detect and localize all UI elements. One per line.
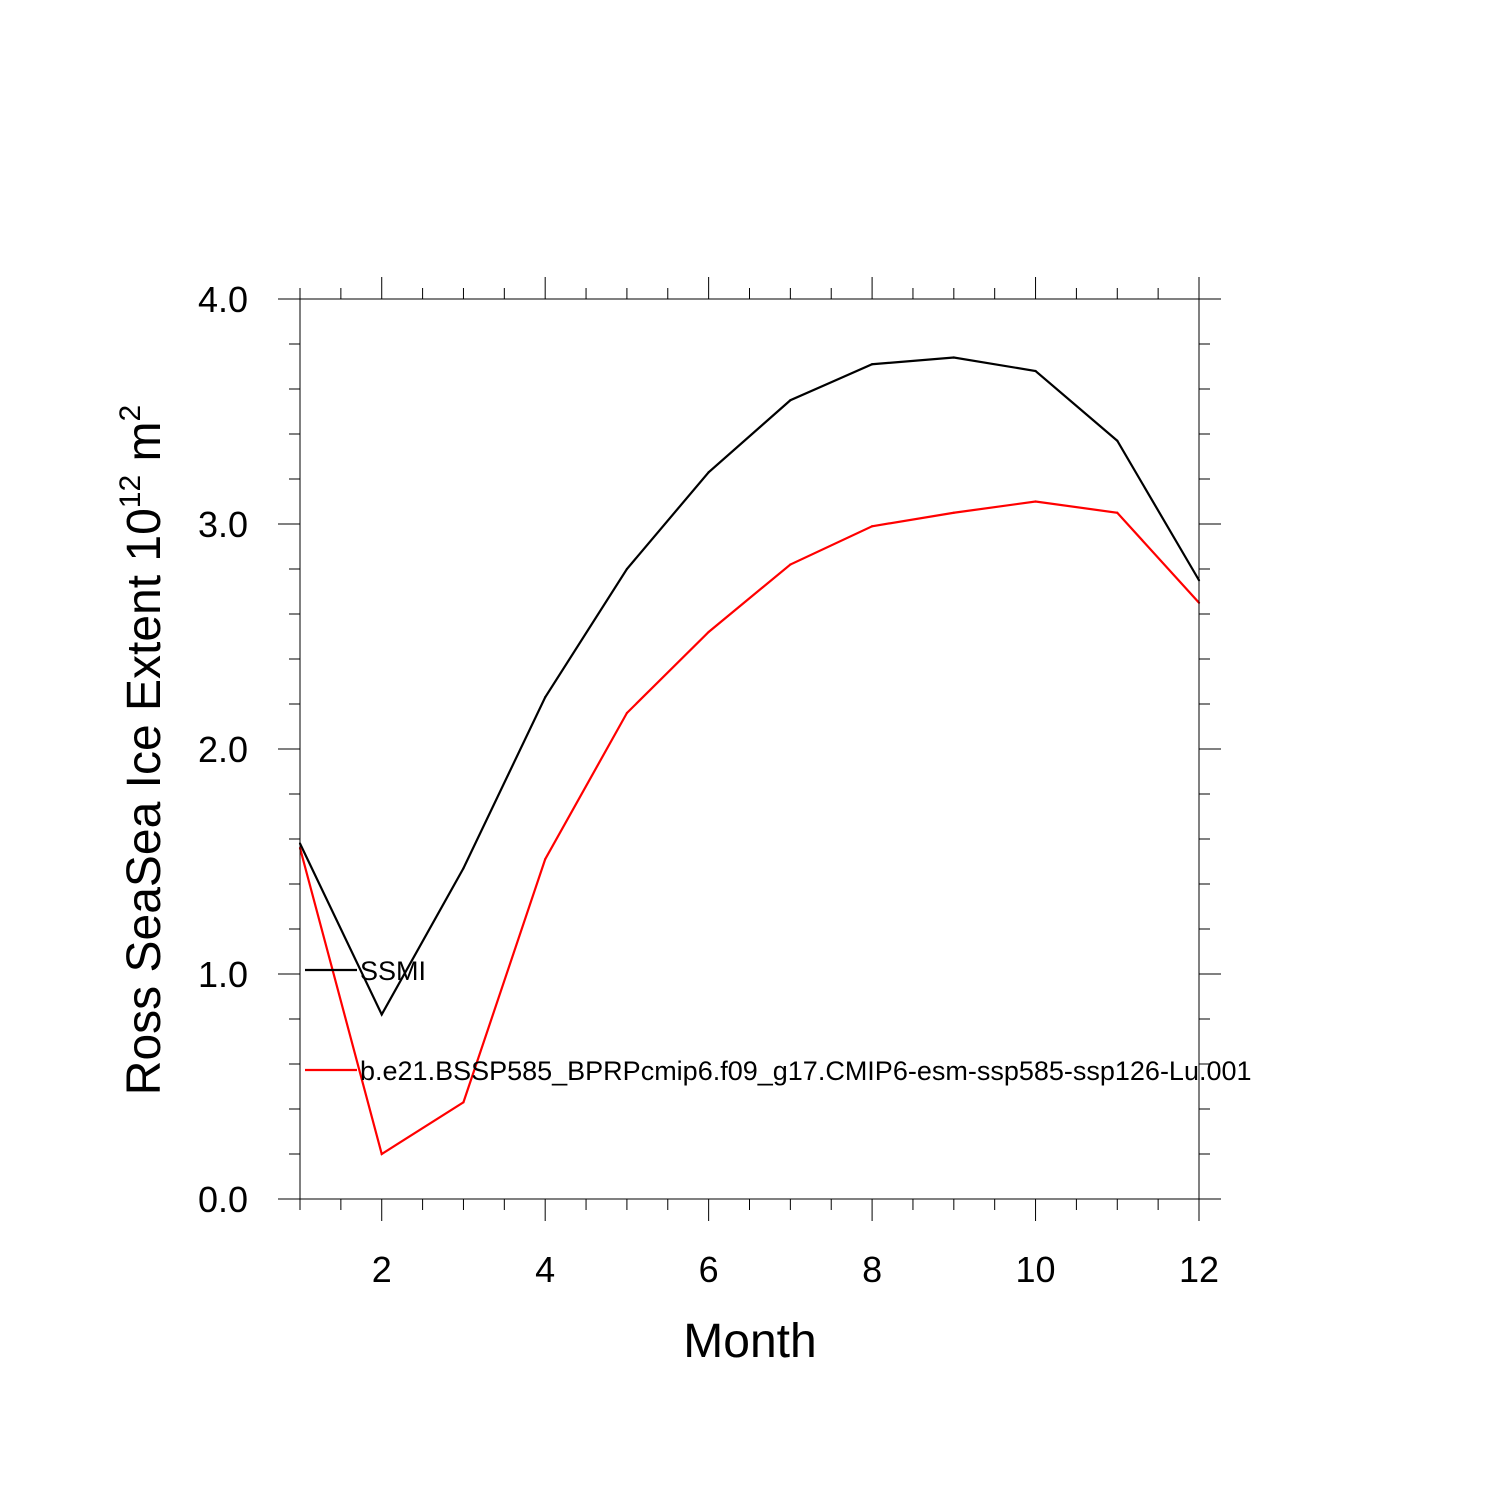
series-1-point <box>625 567 629 571</box>
x-tick-label: 6 <box>699 1249 719 1290</box>
series-2-point <box>625 711 629 715</box>
series-2-point <box>870 525 874 528</box>
series-layer <box>298 356 1201 1156</box>
y-axis-title-unit-exponent: 2 <box>114 405 147 422</box>
y-axis-title-text: Ross SeaSea Ice Extent 10 <box>118 508 171 1095</box>
y-axis-title: Ross SeaSea Ice Extent 1012 m2 <box>114 405 171 1095</box>
series-line-2 <box>298 500 1200 1156</box>
x-tick-label: 10 <box>1016 1249 1056 1290</box>
series-1-point <box>380 1013 383 1016</box>
x-tick-label: 8 <box>862 1249 882 1290</box>
series-1-point <box>870 363 874 366</box>
series-1-point <box>952 356 955 359</box>
y-tick-label: 2.0 <box>198 729 248 770</box>
x-tick-label: 4 <box>535 1249 555 1290</box>
series-2-point <box>462 1101 465 1104</box>
series-2-point <box>1116 511 1119 514</box>
y-axis-title-unit: m <box>118 421 171 474</box>
series-1-point <box>707 471 710 474</box>
series-2-point <box>789 563 792 566</box>
series-2-point <box>952 511 955 514</box>
series-2-point <box>544 858 547 861</box>
series-1-point <box>462 867 465 870</box>
y-tick-label: 4.0 <box>198 279 248 320</box>
legend-label-1: SSMI <box>360 956 426 986</box>
y-tick-label: 1.0 <box>198 954 248 995</box>
x-tick-label: 2 <box>372 1249 392 1290</box>
series-2-point <box>380 1152 383 1156</box>
series-2-point <box>707 630 710 634</box>
series-1-point <box>789 399 792 402</box>
legend: SSMI b.e21.BSSP585_BPRPcmip6.f09_g17.CMIP… <box>305 956 1252 1086</box>
plot-frame <box>299 298 1200 1200</box>
series-line-1 <box>299 356 1200 1017</box>
y-tick-label: 3.0 <box>198 504 248 545</box>
series-1-point <box>544 696 547 699</box>
series-1-point <box>1116 439 1119 442</box>
legend-label-2: b.e21.BSSP585_BPRPcmip6.f09_g17.CMIP6-es… <box>360 1056 1252 1086</box>
y-axis-title-exponent: 12 <box>114 475 147 508</box>
axis-ticks <box>278 277 1221 1221</box>
series-2-point <box>1034 500 1037 503</box>
series-1-point <box>1034 369 1037 373</box>
x-tick-label: 12 <box>1179 1249 1219 1290</box>
tick-labels: 2 4 6 8 10 12 0.0 1.0 2.0 3.0 4.0 <box>198 279 1219 1290</box>
x-axis-title: Month <box>683 1315 816 1368</box>
y-tick-label: 0.0 <box>198 1179 248 1220</box>
